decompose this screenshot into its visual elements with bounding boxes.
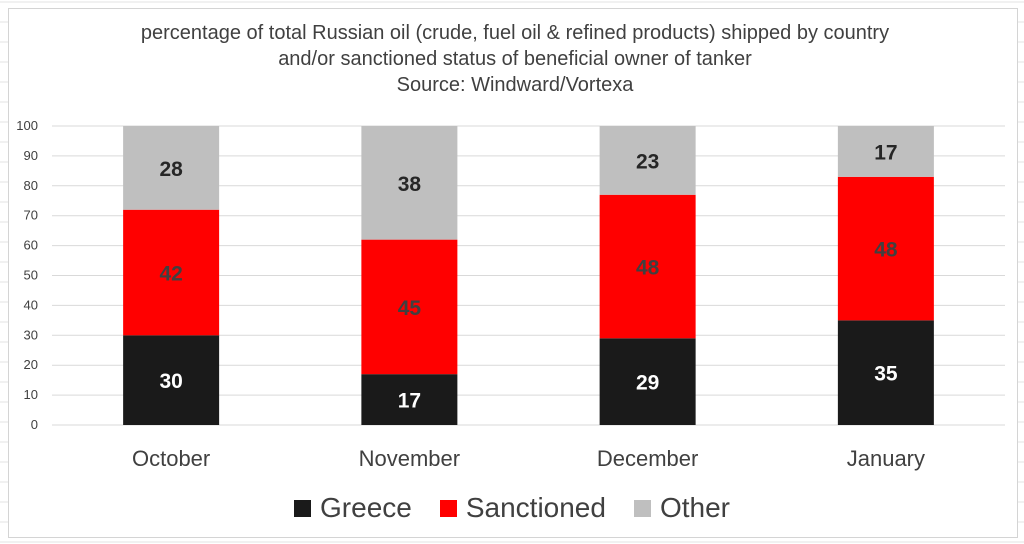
bar-sanctioned-december[interactable] <box>599 194 696 339</box>
y-tick-label-70: 70 <box>24 208 38 223</box>
data-label-greece-november: 17 <box>398 390 421 413</box>
bar-other-october[interactable] <box>123 126 220 210</box>
bar-sanctioned-october[interactable] <box>123 209 220 336</box>
bar-sanctioned-january[interactable] <box>837 176 934 321</box>
bar-other-january[interactable] <box>837 126 934 177</box>
x-tick-label-october: October <box>132 446 210 471</box>
y-tick-label-30: 30 <box>24 327 38 342</box>
bar-sanctioned-november[interactable] <box>361 239 458 375</box>
legend-label-greece: Greece <box>320 492 412 523</box>
y-tick-label-100: 100 <box>16 118 38 133</box>
data-label-greece-december: 29 <box>636 372 659 395</box>
legend-label-other: Other <box>659 492 730 523</box>
legend-item-sanctioned[interactable]: Sanctioned <box>439 492 606 524</box>
bar-other-december[interactable] <box>599 126 696 195</box>
legend-swatch-sanctioned <box>439 499 457 517</box>
y-tick-label-80: 80 <box>24 178 38 193</box>
x-tick-label-december: December <box>597 446 698 471</box>
x-tick-label-november: November <box>359 446 460 471</box>
legend[interactable]: Greece Sanctioned Other <box>0 488 1024 528</box>
bar-greece-october[interactable] <box>123 335 220 425</box>
legend-swatch-other <box>633 499 651 517</box>
chart-title-line-3: Source: Windward/Vortexa <box>396 74 634 96</box>
y-tick-label-10: 10 <box>24 387 38 402</box>
y-tick-label-50: 50 <box>24 268 38 283</box>
legend-label-sanctioned: Sanctioned <box>465 492 606 523</box>
bar-greece-november[interactable] <box>361 374 458 425</box>
data-label-sanctioned-december: 48 <box>636 257 660 280</box>
chart-title-line-2: and/or sanctioned status of beneficial o… <box>278 48 752 70</box>
y-tick-label-40: 40 <box>24 297 38 312</box>
legend-item-greece[interactable]: Greece <box>294 492 412 524</box>
bar-greece-january[interactable] <box>837 320 934 425</box>
y-tick-label-60: 60 <box>24 238 38 253</box>
data-label-greece-october: 30 <box>159 370 182 393</box>
data-label-greece-january: 35 <box>874 363 898 386</box>
data-label-other-october: 28 <box>159 158 183 181</box>
y-tick-label-20: 20 <box>24 357 38 372</box>
chart-title: percentage of total Russian oil (crude, … <box>100 20 930 98</box>
y-tick-label-90: 90 <box>24 148 38 163</box>
data-label-other-december: 23 <box>636 150 659 173</box>
data-label-sanctioned-november: 45 <box>398 297 422 320</box>
data-label-sanctioned-january: 48 <box>874 239 898 262</box>
x-tick-label-january: January <box>847 446 925 471</box>
chart-title-line-1: percentage of total Russian oil (crude, … <box>140 22 890 44</box>
data-label-other-november: 38 <box>398 173 422 196</box>
legend-swatch-greece <box>294 499 312 517</box>
data-label-other-january: 17 <box>874 141 897 164</box>
bar-other-november[interactable] <box>361 126 458 240</box>
bar-greece-december[interactable] <box>599 338 696 425</box>
y-tick-label-0: 0 <box>31 417 38 432</box>
data-label-sanctioned-october: 42 <box>159 263 182 286</box>
legend-item-other[interactable]: Other <box>633 492 730 524</box>
